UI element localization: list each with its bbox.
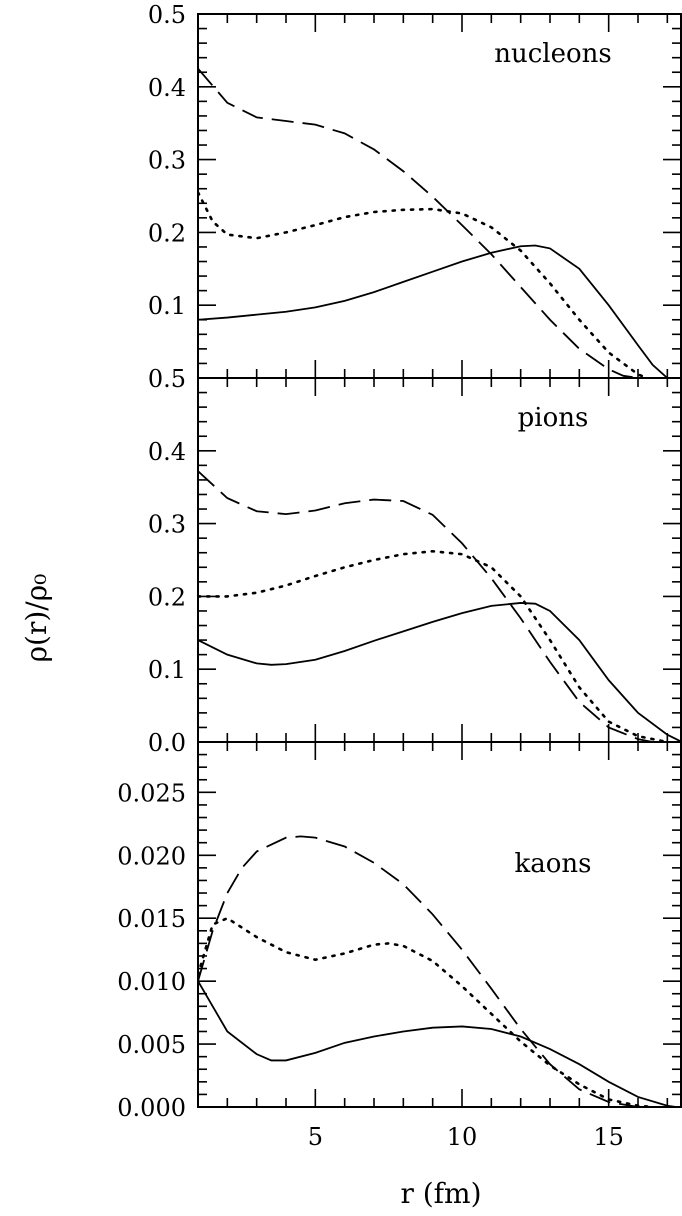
y-tick-label: 0.4 (148, 74, 186, 102)
series-dotted-line (198, 191, 649, 378)
series-dotted-line (198, 916, 654, 1107)
panel-kaons: 0.000 0.005 0.010 0.015 0.020 0.025 5 10 15 kaons (117, 741, 682, 1151)
panel-nucleons: 0.1 0.2 0.3 0.4 0.5 nucleons (148, 1, 682, 379)
panel-label-pions: pions (518, 403, 589, 433)
y-tick-label: 0.4 (148, 438, 186, 466)
series-solid-line (198, 980, 677, 1107)
y-tick-label: 0.2 (148, 219, 186, 247)
y-tick-label: 0.3 (148, 511, 186, 539)
panel-pions: 0.0 0.1 0.2 0.3 0.4 0.5 pions (148, 365, 682, 757)
y-tick-label: 0.2 (148, 583, 186, 611)
y-tick-label: 0.015 (117, 905, 186, 933)
x-tick-label: 5 (308, 1123, 323, 1151)
y-axis-title: ρ(r)/ρ₀ (20, 574, 53, 663)
series-dotted-line (198, 549, 669, 742)
panel-label-kaons: kaons (515, 849, 592, 879)
y-tick-label: 0.025 (117, 779, 186, 807)
y-tick-label: 0.5 (148, 1, 186, 29)
series-solid-line (198, 602, 682, 742)
x-axis-title: r (fm) (400, 1177, 481, 1210)
y-tick-label: 0.1 (148, 292, 186, 320)
x-tick-label: 15 (593, 1123, 624, 1151)
panel-frame (197, 741, 682, 1108)
panel-label-nucleons: nucleons (494, 39, 612, 69)
y-tick-label: 0.005 (117, 1031, 186, 1059)
y-tick-label: 0.000 (117, 1094, 186, 1122)
panel-frame (197, 377, 682, 743)
series-dashed-line (198, 68, 639, 378)
y-tick-label: 0.1 (148, 656, 186, 684)
y-tick-label: 0.0 (148, 729, 186, 757)
y-tick-label: 0.5 (148, 365, 186, 393)
series-solid-line (198, 244, 668, 378)
series-dashed-line (198, 835, 639, 1107)
y-tick-label: 0.020 (117, 842, 186, 870)
y-tick-label: 0.010 (117, 968, 186, 996)
y-tick-label: 0.3 (148, 147, 186, 175)
series-dashed-line (198, 470, 653, 742)
panels: 0.10.20.30.40.5nucleons0.00.10.20.30.40.… (117, 1, 682, 1151)
x-tick-label: 10 (447, 1123, 478, 1151)
